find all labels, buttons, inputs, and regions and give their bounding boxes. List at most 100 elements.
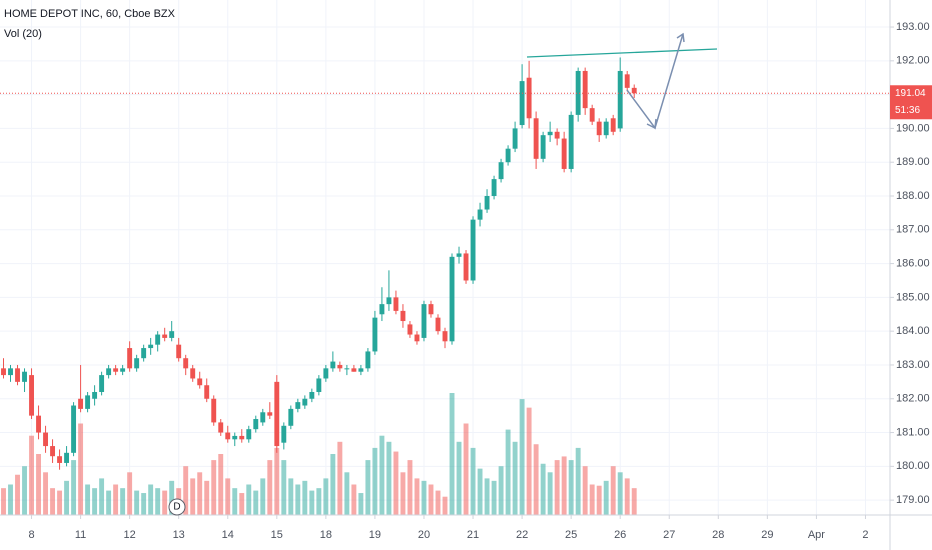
volume-bar: [547, 472, 553, 515]
x-tick-label: 29: [761, 529, 773, 541]
candle-body: [225, 432, 231, 440]
candle-body: [456, 253, 462, 257]
volume-bar: [260, 478, 266, 515]
volume-bar: [106, 490, 112, 515]
volume-bar: [449, 393, 455, 515]
x-tick-label: 27: [663, 529, 675, 541]
candle-body: [29, 375, 34, 416]
volume-bar: [456, 441, 462, 515]
volume-bar: [141, 493, 147, 515]
volume-bar: [512, 441, 518, 515]
y-tick-label: 179.00: [896, 494, 930, 506]
candle-body: [358, 368, 364, 372]
x-tick-label: 26: [614, 529, 626, 541]
volume-bar: [1, 488, 6, 515]
volume-bar: [22, 466, 27, 515]
candle-body: [239, 435, 245, 440]
volume-bar: [477, 468, 483, 515]
candle-body: [8, 368, 13, 376]
x-tick-label: Apr: [808, 529, 825, 541]
volume-bar: [197, 472, 203, 515]
candle-body: [631, 87, 637, 94]
candle-body: [169, 331, 175, 338]
candle-body: [386, 297, 392, 305]
volume-bar: [183, 466, 189, 515]
volume-bar: [316, 488, 322, 515]
candle-body: [211, 398, 217, 423]
volume-bar: [225, 478, 231, 515]
arrow-head: [676, 32, 685, 43]
arrow-head: [646, 118, 657, 130]
candle-body: [610, 118, 616, 132]
candle-body: [134, 358, 140, 369]
candle-body: [204, 385, 210, 399]
candle-body: [162, 334, 168, 338]
volume-bar: [540, 463, 546, 515]
volume-bar: [29, 435, 34, 515]
event-marker[interactable]: [168, 498, 186, 516]
volume-bar: [435, 490, 441, 515]
y-tick-label: 192.00: [896, 55, 930, 67]
volume-bar: [372, 447, 378, 515]
y-tick-label: 183.00: [896, 359, 930, 371]
volume-bar: [43, 472, 49, 515]
volume-bar: [470, 447, 476, 515]
event-marker-label[interactable]: D: [173, 502, 180, 513]
trend-line: [526, 48, 718, 58]
candle-body: [435, 317, 441, 332]
y-tick-label: 189.00: [896, 156, 930, 168]
volume-bar: [596, 485, 602, 515]
volume-bar: [113, 484, 119, 515]
candle-body: [106, 368, 112, 376]
candle-body: [92, 391, 98, 399]
candle-body: [491, 179, 497, 196]
candle-body: [519, 81, 525, 126]
candle-body: [176, 344, 182, 359]
volume-bar: [36, 454, 41, 515]
volume-bar: [71, 460, 77, 515]
volume-bar: [92, 488, 98, 515]
candle-body: [603, 121, 609, 136]
y-tick-label: 185.00: [896, 291, 930, 303]
candle-body: [617, 70, 623, 129]
axes: 179.00 180.00 181.00 182.00 183.00 184.00 185.…: [0, 21, 932, 541]
volume-bar: [358, 493, 364, 515]
candle-body: [533, 118, 539, 159]
candle-body: [246, 429, 252, 440]
candle-body: [414, 334, 420, 342]
volume-bar: [505, 429, 511, 515]
last-price-box: [890, 85, 932, 120]
candle-body: [512, 128, 518, 149]
x-tick-label: 19: [369, 529, 381, 541]
candle-body: [288, 408, 294, 426]
candle-body: [561, 138, 567, 169]
candle-body: [36, 415, 41, 433]
volume-bar: [365, 460, 371, 515]
volume-bar: [428, 484, 434, 515]
volume-bar: [519, 399, 525, 515]
x-tick-label: 2: [862, 529, 868, 541]
x-tick-label: 15: [271, 529, 283, 541]
volume-bar: [8, 484, 13, 515]
candle-body: [113, 368, 119, 372]
candle-body: [57, 456, 63, 463]
volume-bar: [127, 472, 133, 515]
candle-body: [337, 364, 343, 369]
candle-body: [330, 361, 336, 369]
candle-body: [155, 334, 161, 345]
volume-bar: [267, 460, 273, 515]
volume-bar: [463, 423, 469, 515]
volume-bar: [498, 466, 504, 515]
candle-body: [43, 432, 49, 447]
y-tick-label: 193.00: [896, 21, 930, 33]
x-tick-label: 12: [124, 529, 136, 541]
candle-body: [568, 114, 574, 169]
y-tick-label: 182.00: [896, 393, 930, 405]
volume-bar: [85, 484, 91, 515]
volume-bar: [253, 490, 259, 515]
countdown-label: 51:36: [895, 105, 920, 116]
candle-body: [400, 310, 406, 322]
candle-body: [15, 368, 20, 382]
candle-body: [463, 253, 469, 281]
